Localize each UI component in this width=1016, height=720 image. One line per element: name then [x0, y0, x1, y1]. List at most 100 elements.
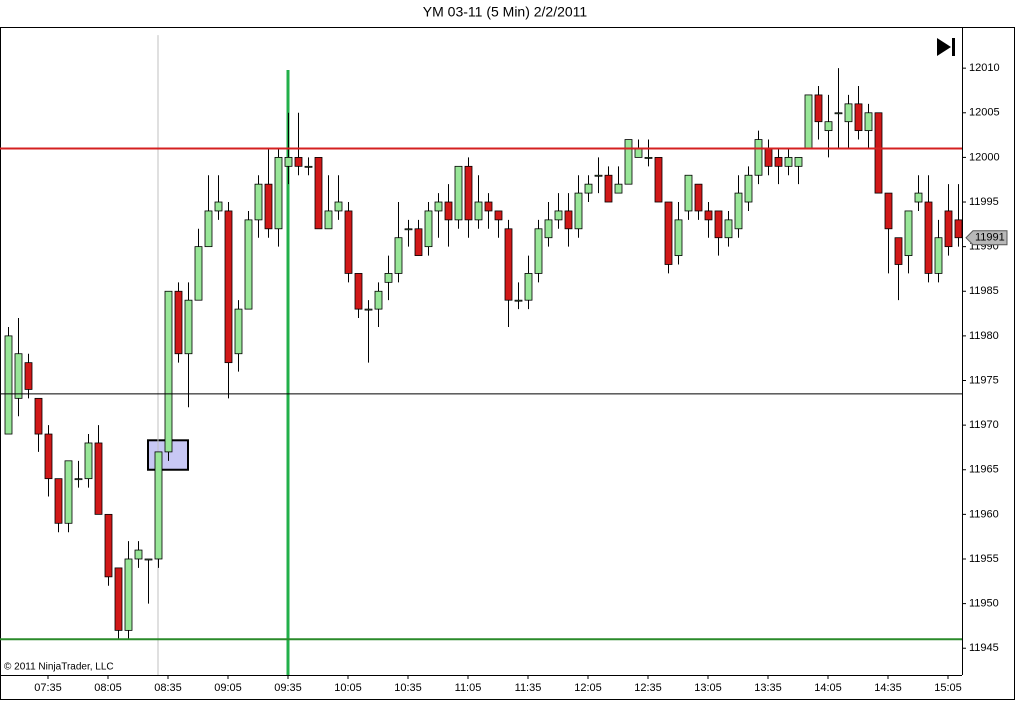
candle-body	[554, 210, 563, 221]
candle-body	[584, 183, 593, 194]
candle-body	[614, 183, 623, 194]
candle-body	[134, 549, 143, 560]
candle-body	[564, 210, 573, 230]
y-tick-label: 11955	[969, 553, 999, 565]
candle-body	[894, 237, 903, 265]
candle-body	[124, 558, 133, 631]
candle-body	[264, 183, 273, 230]
candle-body	[804, 94, 813, 149]
y-tick-label: 12010	[969, 62, 1000, 74]
play-icon[interactable]	[937, 38, 951, 56]
candle-body	[514, 299, 523, 302]
candle-body	[534, 228, 543, 274]
candle-body	[94, 442, 103, 515]
candle-body	[454, 165, 463, 221]
candle-body	[854, 103, 863, 132]
candle-body	[544, 219, 553, 239]
candle-body	[224, 210, 233, 364]
last-price-tag	[965, 230, 1008, 246]
candle-body	[494, 210, 503, 221]
candle-body	[634, 148, 643, 158]
candle-body	[664, 201, 673, 265]
candle-body	[114, 567, 123, 631]
x-tick-label: 12:35	[634, 682, 662, 694]
x-tick-label: 10:35	[394, 682, 422, 694]
candle-body	[844, 103, 853, 123]
candle-body	[394, 237, 403, 274]
x-tick-label: 08:35	[154, 682, 182, 694]
candle-body	[354, 273, 363, 310]
last-price-label: 11991	[975, 232, 1005, 244]
candle-body	[374, 290, 383, 310]
x-tick-label: 07:35	[34, 682, 62, 694]
candle-body	[24, 362, 33, 390]
candle-body	[914, 192, 923, 203]
candle-body	[244, 219, 253, 310]
candle-body	[34, 397, 43, 435]
candle-body	[594, 174, 603, 177]
candle-body	[414, 228, 423, 256]
candle-body	[314, 156, 323, 230]
candle-body	[184, 299, 193, 355]
candle-body	[424, 210, 433, 248]
candle-body	[764, 148, 773, 167]
x-tick-label: 14:05	[814, 682, 842, 694]
candle-body	[874, 112, 883, 194]
y-tick-label: 11985	[969, 285, 999, 297]
candle-body	[864, 112, 873, 132]
candle-body	[604, 174, 613, 203]
candle-body	[934, 237, 943, 274]
skip-to-end-icon[interactable]	[937, 38, 955, 56]
candle-body	[444, 201, 453, 221]
candle-body	[104, 513, 113, 578]
candle-body	[774, 156, 783, 167]
y-tick-label: 11945	[969, 642, 999, 654]
candle-body	[704, 210, 713, 221]
candle-body	[84, 442, 93, 480]
candle-body	[524, 273, 533, 301]
candle-body	[814, 94, 823, 123]
candle-body	[324, 210, 333, 230]
candle-body	[144, 558, 153, 561]
y-tick-label: 11995	[969, 196, 999, 208]
y-tick-label: 11965	[969, 464, 999, 476]
candle-body	[474, 201, 483, 221]
candle-body	[784, 156, 793, 167]
candle-body	[384, 273, 393, 283]
candle-body	[174, 290, 183, 355]
candle-body	[654, 156, 663, 203]
candle-body	[954, 219, 963, 239]
candle-body	[834, 112, 843, 115]
x-tick-label: 15:05	[934, 682, 962, 694]
candle-body	[924, 201, 933, 274]
candle-body	[54, 478, 63, 524]
candle-body	[294, 156, 303, 167]
x-tick-label: 10:05	[334, 682, 362, 694]
x-tick-label: 13:35	[754, 682, 782, 694]
candle-body	[754, 139, 763, 176]
candle-body	[74, 478, 83, 481]
x-tick-label: 14:35	[874, 682, 902, 694]
copyright: © 2011 NinjaTrader, LLC	[4, 662, 114, 673]
candle-body	[214, 201, 223, 212]
candle-body	[574, 192, 583, 230]
end-bar-icon[interactable]	[952, 38, 955, 56]
y-tick-label: 11980	[969, 330, 999, 342]
candle-body	[744, 174, 753, 203]
candle-body	[234, 308, 243, 355]
candle-body	[714, 210, 723, 239]
candle-body	[4, 335, 13, 435]
candle-body	[684, 174, 693, 212]
candle-body	[434, 201, 443, 212]
candle-body	[794, 156, 803, 167]
candle-body	[824, 121, 833, 132]
x-tick-label: 08:05	[94, 682, 122, 694]
candle-body	[254, 183, 263, 221]
candle-body	[154, 451, 163, 560]
x-tick-label: 09:35	[274, 682, 302, 694]
candle-body	[304, 165, 313, 168]
candle-body	[734, 192, 743, 230]
candle-body	[904, 210, 913, 256]
